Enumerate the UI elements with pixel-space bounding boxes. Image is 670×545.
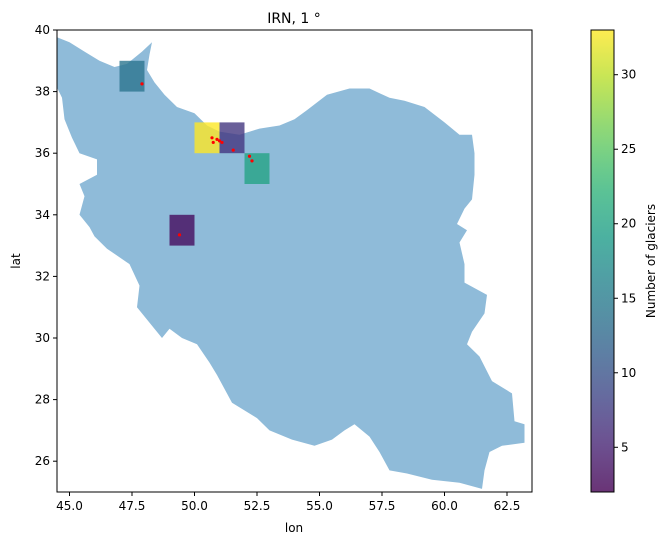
y-tick-label: 40 (35, 23, 50, 37)
axes-frame (56, 29, 533, 493)
x-tick-label: 52.5 (244, 499, 271, 513)
glacier-cell (119, 60, 145, 92)
colorbar-gradient (591, 30, 614, 492)
y-tick-label: 32 (35, 269, 50, 283)
glacier-points (140, 82, 254, 237)
x-tick-label: 57.5 (369, 499, 396, 513)
x-tick-label: 55.0 (306, 499, 333, 513)
colorbar-label: Number of glaciers (644, 204, 658, 318)
colorbar-tick-label: 10 (621, 366, 636, 380)
glacier-point (210, 136, 214, 140)
glacier-point (220, 140, 224, 145)
y-axis-ticks: 26 28 30 32 34 36 38 40 (35, 23, 57, 468)
glacier-cells (119, 60, 270, 246)
y-tick-label: 30 (35, 331, 50, 345)
chart-title: IRN, 1 ° (267, 11, 321, 27)
country-shape (57, 37, 525, 489)
colorbar-ticks: 5 10 15 20 25 30 (614, 68, 636, 454)
glacier-point (215, 137, 219, 141)
glacier-cell (219, 122, 245, 154)
x-axis-label: lon (285, 521, 303, 535)
glacier-point (211, 140, 215, 145)
x-tick-label: 50.0 (181, 499, 208, 513)
colorbar: 5 10 15 20 25 30 Number of glaciers (590, 29, 658, 493)
colorbar-tick-label: 25 (621, 142, 636, 156)
colorbar-tick-label: 20 (621, 217, 636, 231)
x-tick-label: 62.5 (494, 499, 521, 513)
x-tick-label: 60.0 (431, 499, 458, 513)
glacier-point (231, 148, 235, 152)
x-tick-label: 47.5 (119, 499, 146, 513)
glacier-point (217, 139, 222, 143)
y-tick-label: 28 (35, 393, 50, 407)
colorbar-tick-label: 15 (621, 291, 636, 305)
glacier-point (140, 82, 144, 86)
glacier-cell (169, 214, 195, 246)
x-tick-label: 45.0 (56, 499, 83, 513)
glacier-cell (194, 122, 220, 154)
y-tick-label: 36 (35, 146, 50, 160)
y-tick-label: 26 (35, 454, 50, 468)
y-axis-label: lat (9, 253, 23, 269)
colorbar-tick-label: 30 (621, 68, 636, 82)
colorbar-tick-label: 5 (621, 440, 629, 454)
y-tick-label: 38 (35, 85, 50, 99)
x-axis-ticks: 45.0 47.5 50.0 52.5 55.0 57.5 60.0 62.5 (56, 492, 520, 513)
glacier-point (177, 233, 182, 237)
glacier-cell (244, 153, 270, 184)
colorbar-frame (590, 29, 615, 493)
map-plot-area (57, 37, 525, 489)
glacier-point (247, 154, 252, 158)
y-tick-label: 34 (35, 208, 50, 222)
glacier-point (250, 159, 254, 163)
